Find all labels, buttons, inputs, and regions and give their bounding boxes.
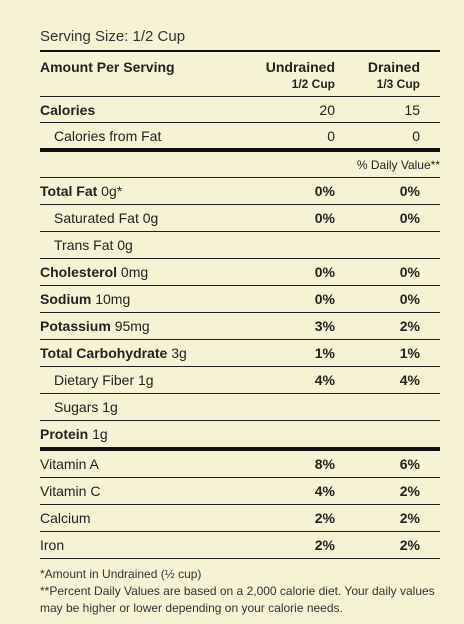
table-header: Amount Per Serving Undrained 1/2 Cup Dra… [40, 52, 440, 97]
nutrient-label: Sugars 1g [54, 399, 118, 415]
footnote-amount: *Amount in Undrained (½ cup) [40, 567, 202, 581]
amount-per-serving-label: Amount Per Serving [40, 59, 175, 75]
vitamin-label: Calcium [40, 510, 91, 526]
nutrient-amount: 95mg [110, 318, 150, 334]
nutrient-name: Cholesterol [40, 264, 118, 280]
undrained-title: Undrained [265, 59, 335, 75]
nutrient-label: Sodium 10mg [40, 291, 130, 307]
nutrient-row: Total Fat 0g* 0% 0% [40, 178, 440, 205]
vitamin-undrained-dv: 8% [314, 456, 335, 472]
nutrient-drained-dv: 0% [399, 264, 420, 280]
nutrient-drained-dv: 1% [399, 345, 420, 361]
nutrient-label: Saturated Fat 0g [54, 210, 158, 226]
nutrient-row: Sugars 1g [40, 394, 440, 421]
nutrient-label: Potassium 95mg [40, 318, 150, 334]
nutrient-amount: 10mg [91, 291, 131, 307]
calories-fat-row: Calories from Fat 0 0 [40, 123, 440, 152]
nutrient-label: Total Carbohydrate 3g [40, 345, 187, 361]
drained-subtitle: 1/3 Cup [376, 77, 420, 91]
nutrient-undrained-dv: 0% [314, 291, 335, 307]
vitamin-undrained-dv: 2% [314, 510, 335, 526]
calories-fat-drained: 0 [412, 128, 420, 144]
footnotes: *Amount in Undrained (½ cup) **Percent D… [40, 566, 440, 617]
nutrient-drained-dv: 4% [399, 372, 420, 388]
calories-fat-label: Calories from Fat [54, 128, 162, 144]
nutrient-name: Total Carbohydrate [40, 345, 168, 361]
nutrient-name: Total Fat [40, 183, 98, 199]
nutrient-row: Cholesterol 0mg 0% 0% [40, 259, 440, 286]
nutrient-drained-dv: 0% [399, 183, 420, 199]
vitamin-row: Vitamin C 4% 2% [40, 478, 440, 505]
daily-value-label: % Daily Value** [356, 158, 440, 172]
nutrient-label: Protein 1g [40, 426, 108, 442]
nutrient-undrained-dv: 4% [314, 372, 335, 388]
nutrient-amount: Dietary Fiber 1g [54, 372, 154, 388]
calories-label: Calories [40, 102, 96, 118]
vitamin-label: Iron [40, 537, 65, 553]
vitamin-label: Vitamin C [40, 483, 101, 499]
nutrient-name: Sodium [40, 291, 92, 307]
calories-undrained: 20 [319, 102, 335, 118]
nutrient-amount: Trans Fat 0g [54, 237, 133, 253]
nutrient-label: Dietary Fiber 1g [54, 372, 154, 388]
vitamin-drained-dv: 2% [399, 483, 420, 499]
nutrient-undrained-dv: 0% [314, 264, 335, 280]
nutrient-label: Trans Fat 0g [54, 237, 133, 253]
vitamin-label: Vitamin A [40, 456, 99, 472]
nutrient-amount: 0g* [97, 183, 123, 199]
vitamin-undrained-dv: 2% [314, 537, 335, 553]
nutrition-table: Amount Per Serving Undrained 1/2 Cup Dra… [40, 50, 440, 559]
calories-row: Calories 20 15 [40, 97, 440, 123]
nutrient-amount: 1g [88, 426, 108, 442]
nutrient-drained-dv: 0% [399, 291, 420, 307]
nutrient-drained-dv: 0% [399, 210, 420, 226]
nutrient-name: Protein [40, 426, 89, 442]
nutrient-row: Protein 1g [40, 421, 440, 451]
nutrient-list: Total Fat 0g* 0% 0% Saturated Fat 0g 0% 0% Tra… [40, 178, 440, 451]
nutrient-undrained-dv: 0% [314, 210, 335, 226]
vitamin-list: Vitamin A 8% 6% Vitamin C 4% 2% Calcium 2% 2% Iro… [40, 451, 440, 559]
nutrient-amount: Saturated Fat 0g [54, 210, 159, 226]
undrained-subtitle: 1/2 Cup [291, 77, 335, 91]
nutrient-drained-dv: 2% [399, 318, 420, 334]
vitamin-drained-dv: 2% [399, 537, 420, 553]
nutrient-row: Trans Fat 0g [40, 232, 440, 259]
vitamin-undrained-dv: 4% [314, 483, 335, 499]
nutrient-row: Dietary Fiber 1g 4% 4% [40, 367, 440, 394]
vitamin-row: Calcium 2% 2% [40, 505, 440, 532]
nutrient-amount: 0mg [117, 264, 149, 280]
nutrient-label: Cholesterol 0mg [40, 264, 148, 280]
nutrient-name: Potassium [40, 318, 111, 334]
nutrient-row: Total Carbohydrate 3g 1% 1% [40, 340, 440, 367]
drained-title: Drained [367, 59, 420, 75]
nutrient-row: Saturated Fat 0g 0% 0% [40, 205, 440, 232]
vitamin-row: Iron 2% 2% [40, 532, 440, 559]
calories-fat-undrained: 0 [327, 128, 335, 144]
nutrient-amount: Sugars 1g [54, 399, 118, 415]
serving-size: Serving Size: 1/2 Cup [40, 28, 186, 45]
daily-value-header: % Daily Value** [40, 152, 440, 178]
nutrient-undrained-dv: 0% [314, 183, 335, 199]
top-rule [40, 50, 440, 52]
undrained-column-header: Undrained 1/2 Cup [266, 59, 335, 91]
nutrient-row: Sodium 10mg 0% 0% [40, 286, 440, 313]
vitamin-drained-dv: 6% [399, 456, 420, 472]
footnote-daily-values: **Percent Daily Values are based on a 2,… [40, 584, 435, 615]
nutrient-undrained-dv: 1% [314, 345, 335, 361]
drained-column-header: Drained 1/3 Cup [368, 59, 420, 91]
vitamin-drained-dv: 2% [399, 510, 420, 526]
nutrient-label: Total Fat 0g* [40, 183, 122, 199]
calories-drained: 15 [404, 102, 420, 118]
nutrient-undrained-dv: 3% [314, 318, 335, 334]
vitamin-row: Vitamin A 8% 6% [40, 451, 440, 478]
nutrient-amount: 3g [167, 345, 187, 361]
nutrient-row: Potassium 95mg 3% 2% [40, 313, 440, 340]
